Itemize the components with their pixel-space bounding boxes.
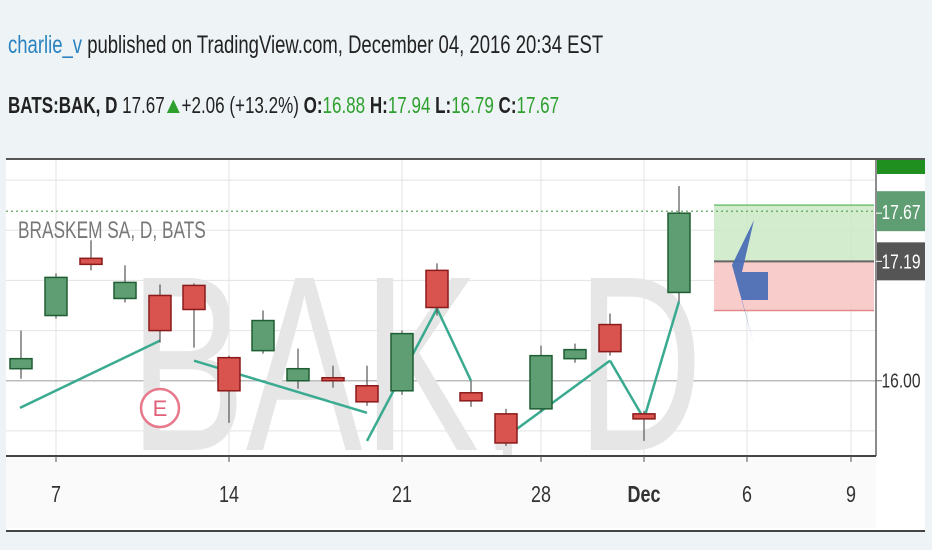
last-price: 17.67	[122, 92, 165, 118]
high-value: 17.94	[387, 92, 431, 118]
open-label: O:	[303, 92, 323, 118]
chart-title: BRASKEM SA, D, BATS	[18, 217, 206, 243]
x-tick-label: 9	[846, 482, 856, 508]
trend-line[interactable]	[505, 359, 611, 438]
trend-line[interactable]	[608, 360, 646, 420]
candle-body[interactable]	[182, 284, 206, 311]
price-scale-top-marker	[877, 160, 925, 174]
candle-body[interactable]	[321, 376, 345, 382]
trend-line[interactable]	[435, 307, 473, 382]
price-change: +2.06 (+13.2%)	[181, 92, 299, 118]
x-tick-label: 6	[742, 482, 752, 508]
candle-body[interactable]	[286, 367, 310, 382]
candle-body[interactable]	[425, 269, 449, 309]
earnings-marker-label: E	[153, 396, 168, 421]
author-link[interactable]: charlie_v	[8, 31, 83, 59]
last-price-label: 17.67	[881, 201, 920, 223]
candle-body[interactable]	[355, 385, 379, 403]
quote-bar: BATS:BAK, D 17.67▲+2.06 (+13.2%) O:16.88…	[8, 88, 559, 122]
candle-body[interactable]	[632, 413, 656, 420]
close-label: C:	[498, 92, 517, 118]
candle-body[interactable]	[459, 392, 483, 402]
candle-body[interactable]	[148, 294, 172, 332]
candle-body[interactable]	[563, 348, 587, 360]
candle-body[interactable]	[667, 212, 691, 294]
up-arrow-icon: ▲	[162, 92, 185, 118]
arrow-drawing-icon[interactable]	[732, 220, 768, 345]
x-tick-label: 14	[219, 482, 239, 508]
candle-body[interactable]	[529, 354, 553, 410]
close-value: 17.67	[516, 92, 560, 118]
candle-body[interactable]	[598, 323, 622, 353]
y-tick-label: 16.00	[881, 370, 920, 392]
chart-panel[interactable]: BAK, D BRASKEM SA, D, BATS E 17.67 17.19 16.0…	[6, 158, 925, 532]
trend-line[interactable]	[642, 301, 681, 420]
low-value: 16.79	[451, 92, 494, 118]
candle-body[interactable]	[9, 357, 33, 370]
trend-line[interactable]	[19, 339, 161, 409]
x-tick-label: 28	[531, 482, 551, 508]
x-axis-area	[6, 457, 876, 528]
x-tick-label: Dec	[628, 482, 661, 508]
entry-price-badge	[877, 242, 925, 281]
candle-body[interactable]	[251, 319, 275, 352]
x-tick-label: 7	[51, 482, 61, 508]
candle-body[interactable]	[79, 257, 103, 266]
candle-body[interactable]	[390, 332, 414, 392]
x-tick-label: 21	[392, 482, 412, 508]
candle-body[interactable]	[113, 281, 137, 300]
high-label: H:	[369, 92, 388, 118]
publish-info: charlie_v published on TradingView.com, …	[8, 27, 603, 63]
last-price-badge	[877, 191, 925, 232]
low-label: L:	[435, 92, 452, 118]
symbol-label: BATS:BAK, D	[8, 92, 118, 118]
candle-body[interactable]	[44, 276, 68, 317]
candle-body[interactable]	[217, 356, 241, 392]
publish-text: published on TradingView.com, December 0…	[87, 31, 604, 59]
open-value: 16.88	[322, 92, 366, 118]
candle-body[interactable]	[494, 413, 518, 444]
entry-price-label: 17.19	[881, 251, 920, 273]
earnings-marker-icon[interactable]	[139, 387, 181, 429]
